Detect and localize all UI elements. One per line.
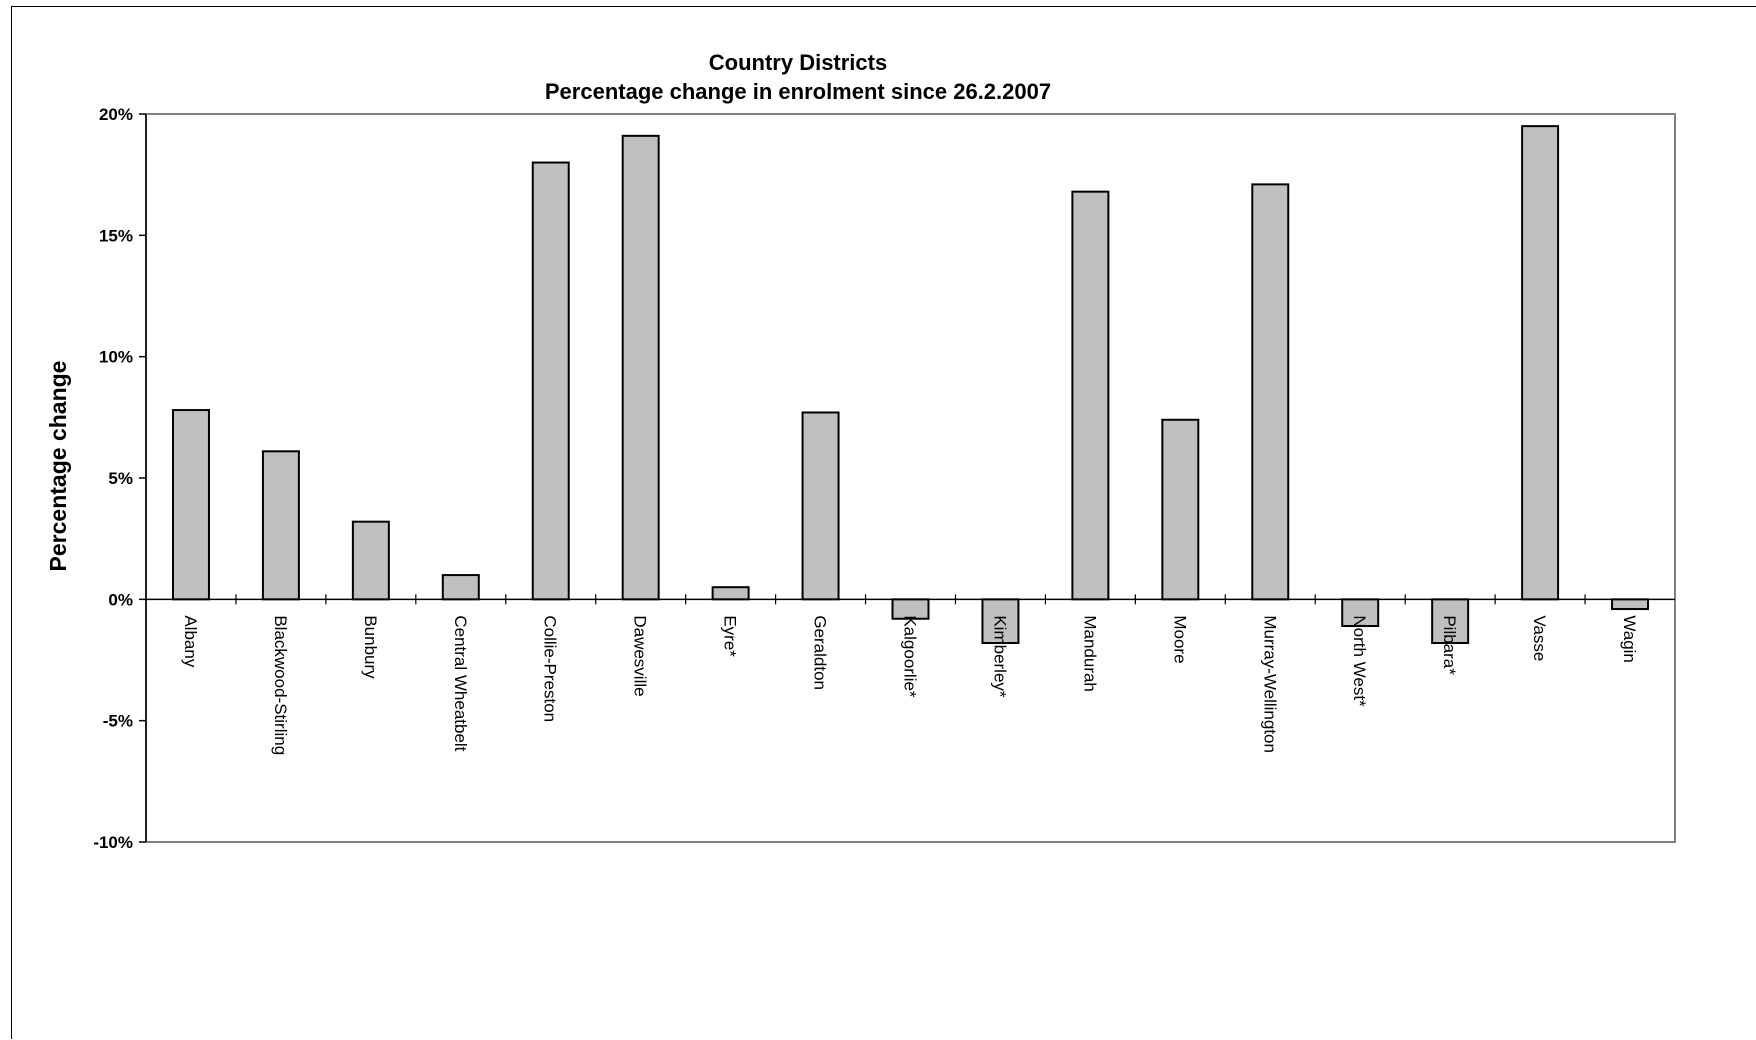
category-label: Blackwood-Stirling (271, 615, 290, 755)
bar (1251, 183, 1290, 601)
category-label: Dawesville (631, 615, 650, 696)
bar (1161, 418, 1200, 601)
category-label: Wagin (1620, 615, 1639, 663)
category-label: Kalgoorlie* (901, 615, 920, 698)
bar (981, 598, 1020, 645)
category-label: Moore (1170, 615, 1189, 663)
bar (1431, 598, 1470, 645)
bar (531, 161, 570, 601)
y-tick-label: 10% (99, 348, 133, 367)
bar-chart: Country Districts Percentage change in e… (45, 50, 1676, 852)
bar (711, 586, 750, 601)
bar (801, 411, 840, 601)
chart-title: Country Districts (709, 50, 887, 75)
category-label: Murray-Wellington (1260, 615, 1279, 753)
bar (351, 520, 390, 601)
y-tick-label: 20% (99, 105, 133, 124)
bar (1611, 598, 1650, 611)
category-label: Bunbury (361, 615, 380, 679)
y-tick-label: 0% (108, 590, 133, 609)
category-label: Albany (181, 615, 200, 667)
y-axis-title: Percentage change (45, 361, 71, 572)
category-label: Mandurah (1080, 615, 1099, 692)
category-label: Geraldton (811, 615, 830, 690)
category-label: Collie-Preston (541, 615, 560, 722)
bar (1521, 125, 1560, 601)
bar (261, 450, 300, 601)
y-tick-label: 15% (99, 226, 133, 245)
y-tick-label: -10% (93, 833, 133, 852)
bar (1341, 598, 1380, 628)
plot-border (145, 113, 1676, 843)
bar (171, 409, 210, 601)
plot-area: 20% 15% 10% 5% 0% -5% -10% Albany Blackwood-Stir… (93, 105, 1676, 852)
bar (441, 574, 480, 601)
category-label: Eyre* (721, 615, 740, 657)
category-label: North West* (1350, 615, 1369, 707)
category-label: Kimberley* (990, 615, 1009, 698)
category-label: Central Wheatbelt (451, 615, 470, 751)
y-tick-label: -5% (103, 712, 133, 731)
y-tick-label: 5% (108, 469, 133, 488)
chart-subtitle: Percentage change in enrolment since 26.… (545, 79, 1051, 104)
category-label: Pilbara* (1440, 615, 1459, 675)
bar (1071, 190, 1110, 601)
category-label: Vasse (1530, 615, 1549, 661)
chart-frame: Country Districts Percentage change in e… (11, 6, 1756, 1039)
bar (621, 134, 660, 601)
